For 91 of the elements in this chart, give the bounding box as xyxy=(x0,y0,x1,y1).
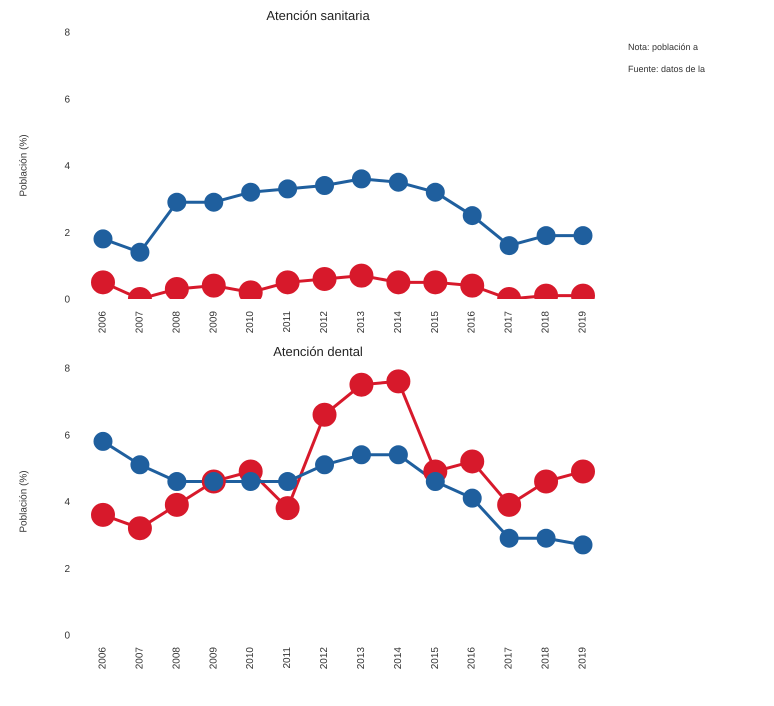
point xyxy=(574,226,592,246)
point xyxy=(241,182,260,202)
point xyxy=(426,472,445,491)
x-tick-label: 2007 xyxy=(134,310,146,334)
y-tick-label: 4 xyxy=(64,497,70,508)
point xyxy=(94,229,112,248)
x-tick-label: 2013 xyxy=(356,646,367,670)
x-tick-label: 2018 xyxy=(540,646,552,670)
point xyxy=(94,432,112,451)
point xyxy=(352,445,371,464)
x-tick-label: 2013 xyxy=(356,310,367,334)
x-tick-label: 2011 xyxy=(282,310,294,333)
x-tick-label: 2006 xyxy=(98,646,108,670)
point xyxy=(276,270,300,294)
point xyxy=(241,472,260,491)
y-tick-label: 0 xyxy=(64,294,70,306)
y-tick-label: 2 xyxy=(64,228,70,239)
point xyxy=(164,492,189,517)
point xyxy=(388,445,408,464)
y-tick-label: 6 xyxy=(64,94,70,106)
x-tick-label: 2016 xyxy=(466,310,478,334)
x-tick-label: 2007 xyxy=(134,646,146,670)
point xyxy=(128,516,152,540)
source-note: Fuente: datos de la xyxy=(628,64,706,74)
x-tick-label: 2012 xyxy=(319,646,330,670)
y-tick-label: 2 xyxy=(64,564,70,575)
point xyxy=(536,226,556,246)
x-tick-label: 2019 xyxy=(578,310,588,334)
point xyxy=(536,528,556,548)
chart-title: Atención dental xyxy=(272,344,364,360)
y-tick-label: 8 xyxy=(64,28,70,39)
x-tick-label: 2009 xyxy=(208,310,220,334)
point xyxy=(167,472,186,491)
point xyxy=(426,182,445,202)
point xyxy=(276,496,300,520)
point xyxy=(349,264,374,288)
x-tick-label: 2014 xyxy=(392,310,404,334)
point xyxy=(462,488,482,508)
x-tick-label: 2008 xyxy=(171,646,182,670)
point xyxy=(349,372,374,397)
point xyxy=(462,206,482,226)
point xyxy=(202,274,226,298)
x-tick-label: 2010 xyxy=(245,646,256,670)
point xyxy=(571,459,595,484)
point xyxy=(500,528,519,548)
point xyxy=(534,469,558,494)
y-tick-label: 6 xyxy=(64,430,70,442)
point xyxy=(460,449,484,474)
point xyxy=(574,535,592,554)
y-axis-title: Población (%) xyxy=(18,470,30,533)
point xyxy=(460,274,484,298)
point xyxy=(497,492,522,517)
y-tick-label: 8 xyxy=(64,364,70,375)
x-tick-label: 2016 xyxy=(466,646,478,670)
point xyxy=(167,192,186,212)
point xyxy=(130,242,150,262)
point xyxy=(278,179,298,198)
chart-title: Atención sanitaria xyxy=(265,8,371,24)
point xyxy=(386,369,410,394)
x-tick-label: 2011 xyxy=(282,646,294,669)
point xyxy=(315,455,334,474)
point xyxy=(204,192,224,212)
x-tick-label: 2014 xyxy=(392,646,404,670)
point xyxy=(423,270,448,294)
x-tick-label: 2012 xyxy=(319,310,330,334)
point xyxy=(386,270,410,294)
x-tick-label: 2006 xyxy=(98,310,108,334)
x-tick-label: 2018 xyxy=(540,310,552,334)
y-tick-label: 4 xyxy=(64,161,70,172)
point xyxy=(315,176,334,196)
x-tick-label: 2017 xyxy=(504,646,515,670)
point xyxy=(91,270,115,294)
point xyxy=(91,502,115,527)
point xyxy=(312,402,337,427)
point xyxy=(130,455,150,474)
y-tick-label: 0 xyxy=(64,630,70,642)
x-tick-label: 2009 xyxy=(208,646,220,670)
point xyxy=(388,172,408,192)
point xyxy=(500,236,519,256)
point xyxy=(352,169,371,188)
point xyxy=(164,276,189,299)
text: Nota: población a xyxy=(628,42,700,52)
point xyxy=(278,472,298,491)
x-tick-label: 2017 xyxy=(504,310,515,334)
x-tick-label: 2019 xyxy=(578,646,588,670)
x-tick-label: 2010 xyxy=(245,310,256,334)
x-tick-label: 2015 xyxy=(430,646,441,670)
x-tick-label: 2015 xyxy=(430,310,441,334)
y-axis-title: Población (%) xyxy=(18,134,30,197)
point xyxy=(312,266,337,291)
x-tick-label: 2008 xyxy=(171,310,182,334)
